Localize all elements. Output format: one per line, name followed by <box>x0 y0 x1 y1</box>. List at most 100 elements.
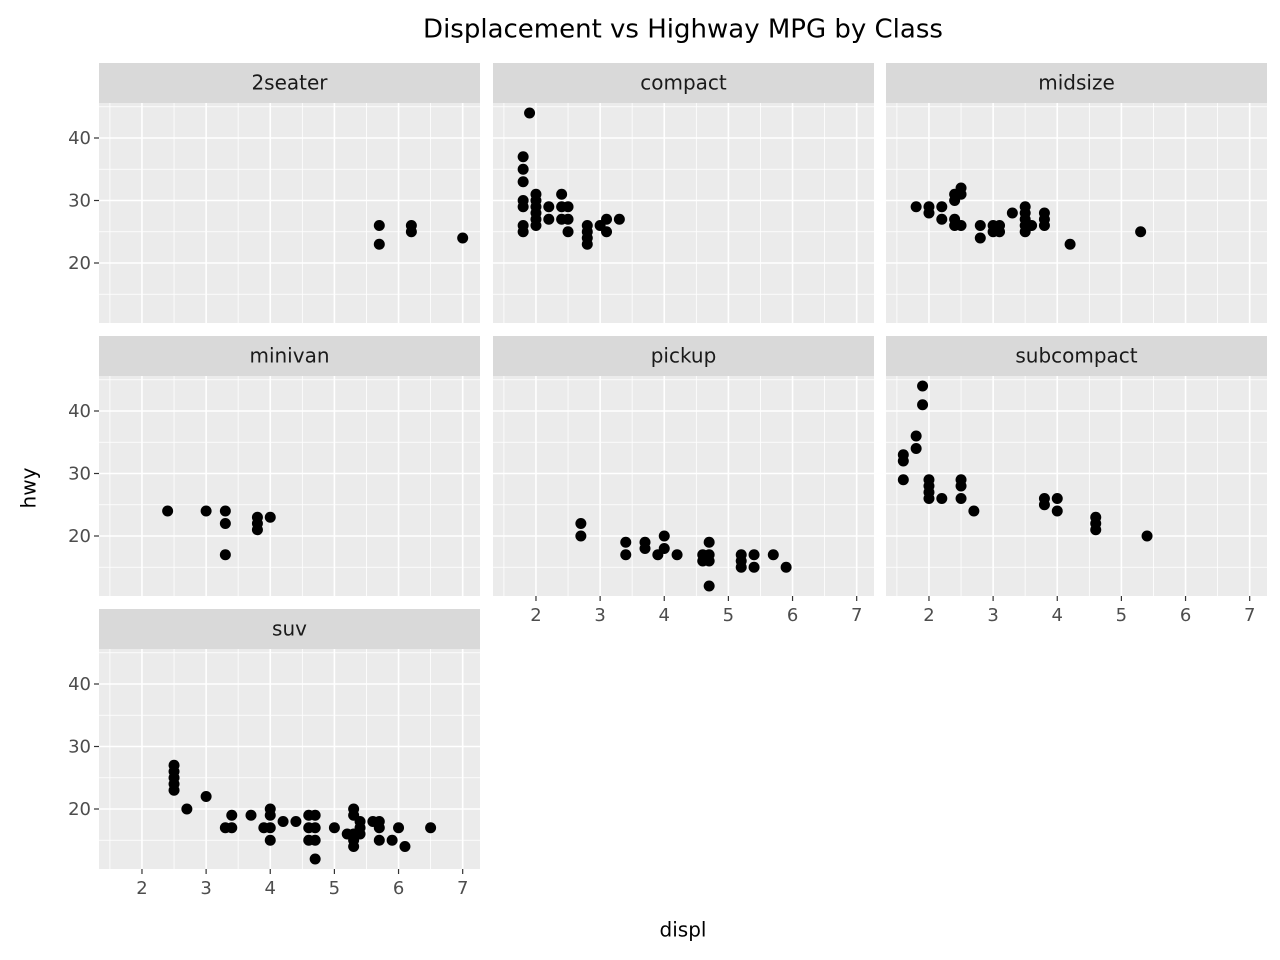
point <box>917 399 929 411</box>
panel <box>99 103 480 323</box>
point <box>264 809 276 821</box>
point <box>251 524 263 536</box>
point <box>517 201 529 213</box>
point <box>219 505 231 517</box>
point <box>703 580 715 592</box>
strip <box>99 63 480 103</box>
y-tick-label: 30 <box>68 737 91 758</box>
point <box>562 201 574 213</box>
panel <box>886 103 1267 323</box>
point <box>613 213 625 225</box>
strip-label: compact <box>640 71 727 95</box>
point <box>955 480 967 492</box>
point <box>386 834 398 846</box>
point <box>581 238 593 250</box>
point <box>748 549 760 561</box>
point <box>897 455 909 467</box>
point <box>1038 499 1050 511</box>
panel <box>99 376 480 596</box>
y-tick-label: 20 <box>68 253 91 274</box>
x-tick-label: 2 <box>923 605 934 626</box>
point <box>1006 207 1018 219</box>
point <box>968 505 980 517</box>
point <box>309 809 321 821</box>
point <box>620 549 632 561</box>
x-tick-label: 7 <box>851 605 862 626</box>
point <box>543 213 555 225</box>
point <box>200 505 212 517</box>
point <box>1135 226 1147 238</box>
strip-label: pickup <box>651 344 717 368</box>
point <box>562 213 574 225</box>
strip-label: minivan <box>249 344 329 368</box>
point <box>399 841 411 852</box>
point <box>290 816 302 827</box>
point <box>219 518 231 529</box>
y-tick-label: 30 <box>68 464 91 485</box>
point <box>658 530 670 542</box>
x-tick-label: 3 <box>987 605 998 626</box>
point <box>1026 220 1038 231</box>
point <box>373 834 385 846</box>
point <box>200 791 212 802</box>
x-tick-label: 3 <box>200 878 211 899</box>
point <box>748 561 760 573</box>
point <box>575 518 587 529</box>
point <box>923 493 935 504</box>
point <box>897 474 909 486</box>
y-tick-label: 20 <box>68 526 91 547</box>
point <box>309 834 321 846</box>
strip-label: midsize <box>1038 71 1115 95</box>
point <box>181 803 193 815</box>
point <box>910 443 922 454</box>
strip <box>886 63 1267 103</box>
point <box>955 220 967 231</box>
point <box>917 380 929 392</box>
point <box>226 822 238 834</box>
point <box>373 238 385 250</box>
strip-label: subcompact <box>1015 344 1137 368</box>
point <box>457 232 469 244</box>
point <box>994 226 1006 238</box>
chart-title: Displacement vs Highway MPG by Class <box>423 15 943 45</box>
point <box>780 561 792 573</box>
y-axis-label: hwy <box>17 467 41 508</box>
y-tick-label: 40 <box>68 674 91 695</box>
strip-label: 2seater <box>251 71 328 95</box>
y-tick-label: 40 <box>68 401 91 422</box>
point <box>309 822 321 834</box>
x-tick-label: 4 <box>1052 605 1063 626</box>
point <box>264 822 276 834</box>
strip <box>493 336 874 376</box>
point <box>517 226 529 238</box>
point <box>1141 530 1153 542</box>
point <box>373 220 385 231</box>
point <box>405 226 417 238</box>
x-tick-label: 6 <box>1180 605 1191 626</box>
x-tick-label: 4 <box>265 878 276 899</box>
point <box>974 232 986 244</box>
point <box>425 822 437 834</box>
point <box>767 549 779 561</box>
x-tick-label: 5 <box>723 605 734 626</box>
point <box>373 822 385 834</box>
y-tick-label: 30 <box>68 191 91 212</box>
point <box>1064 238 1076 250</box>
point <box>955 188 967 200</box>
point <box>524 107 536 119</box>
strip <box>493 63 874 103</box>
x-axis-label: displ <box>660 918 707 942</box>
point <box>703 536 715 548</box>
x-tick-label: 3 <box>594 605 605 626</box>
point <box>575 530 587 542</box>
point <box>354 828 366 840</box>
point <box>517 176 529 188</box>
point <box>601 213 613 225</box>
y-tick-label: 40 <box>68 128 91 149</box>
point <box>556 188 568 200</box>
strip <box>99 336 480 376</box>
point <box>936 201 948 213</box>
point <box>562 226 574 238</box>
